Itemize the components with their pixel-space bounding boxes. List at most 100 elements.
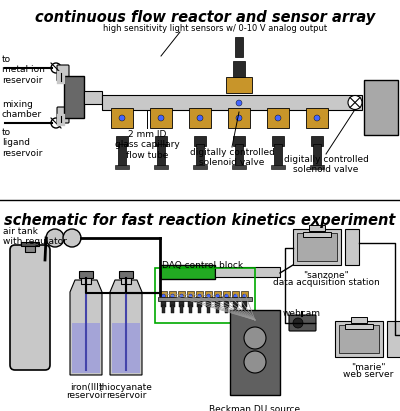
Polygon shape bbox=[70, 280, 102, 375]
Bar bbox=[21, 242, 39, 246]
Circle shape bbox=[236, 100, 242, 106]
Bar bbox=[188, 301, 193, 307]
Bar bbox=[169, 291, 176, 300]
FancyBboxPatch shape bbox=[289, 315, 316, 331]
FancyBboxPatch shape bbox=[57, 65, 69, 81]
FancyBboxPatch shape bbox=[10, 245, 50, 370]
Text: digitally controlled
solenoid valve: digitally controlled solenoid valve bbox=[284, 155, 368, 174]
Bar bbox=[233, 136, 245, 146]
Polygon shape bbox=[112, 323, 140, 373]
Bar bbox=[189, 108, 211, 128]
Circle shape bbox=[293, 318, 303, 328]
Circle shape bbox=[119, 115, 125, 121]
Bar bbox=[235, 37, 243, 57]
Circle shape bbox=[158, 115, 164, 121]
Bar bbox=[155, 136, 167, 146]
Bar bbox=[297, 233, 337, 261]
Bar bbox=[81, 274, 91, 284]
Bar bbox=[345, 324, 373, 329]
Bar bbox=[79, 271, 93, 278]
Bar bbox=[196, 144, 204, 166]
Bar bbox=[234, 305, 237, 313]
Bar bbox=[271, 165, 285, 169]
Polygon shape bbox=[72, 323, 100, 373]
Bar bbox=[243, 305, 246, 313]
Circle shape bbox=[234, 294, 238, 298]
Bar bbox=[339, 325, 379, 353]
Bar bbox=[178, 291, 185, 300]
Bar bbox=[150, 108, 172, 128]
Bar bbox=[207, 305, 210, 313]
Circle shape bbox=[170, 294, 174, 298]
Bar bbox=[193, 165, 207, 169]
Text: mixing
chamber: mixing chamber bbox=[2, 100, 42, 120]
Bar bbox=[115, 165, 129, 169]
Bar bbox=[25, 244, 35, 252]
Bar bbox=[235, 144, 243, 166]
Bar bbox=[205, 291, 212, 300]
Text: to
metal ion
reservoir: to metal ion reservoir bbox=[2, 55, 45, 85]
Text: data acquisition station: data acquisition station bbox=[273, 278, 379, 287]
Circle shape bbox=[162, 294, 166, 298]
Circle shape bbox=[206, 294, 210, 298]
Bar bbox=[194, 136, 206, 146]
Bar bbox=[119, 271, 133, 278]
Bar bbox=[116, 136, 128, 146]
Bar bbox=[161, 301, 166, 307]
Bar bbox=[158, 297, 252, 301]
Bar bbox=[241, 291, 248, 300]
Text: webcam: webcam bbox=[283, 309, 321, 318]
Bar bbox=[118, 144, 126, 166]
Text: to
ligand
reservoir: to ligand reservoir bbox=[2, 128, 42, 158]
Bar bbox=[310, 165, 324, 169]
Bar bbox=[232, 291, 239, 300]
Text: thiocyanate: thiocyanate bbox=[99, 383, 153, 392]
Bar bbox=[64, 76, 84, 118]
Text: high sensitivity light sensors w/ 0-10 V analog output: high sensitivity light sensors w/ 0-10 V… bbox=[103, 24, 327, 33]
Text: digitally controlled
solenoid valve: digitally controlled solenoid valve bbox=[190, 148, 274, 167]
Text: reservoir: reservoir bbox=[106, 391, 146, 400]
Bar bbox=[215, 301, 220, 307]
Circle shape bbox=[46, 229, 64, 247]
Bar bbox=[84, 91, 102, 104]
Bar bbox=[230, 310, 280, 395]
Bar bbox=[171, 305, 174, 313]
Bar bbox=[157, 144, 165, 166]
Bar bbox=[351, 317, 367, 323]
Bar bbox=[154, 165, 168, 169]
Bar bbox=[267, 108, 289, 128]
Bar bbox=[311, 136, 323, 146]
Polygon shape bbox=[110, 280, 142, 375]
Bar bbox=[226, 77, 252, 93]
Circle shape bbox=[51, 63, 61, 73]
Bar bbox=[309, 225, 325, 231]
Text: "marie": "marie" bbox=[351, 363, 385, 372]
Circle shape bbox=[244, 351, 266, 373]
Text: air tank
with regulator: air tank with regulator bbox=[3, 227, 67, 247]
Bar bbox=[162, 305, 165, 313]
Text: "sanzone": "sanzone" bbox=[303, 271, 349, 280]
Bar bbox=[232, 165, 246, 169]
Bar bbox=[155, 268, 255, 323]
Bar bbox=[313, 144, 321, 166]
Bar bbox=[196, 291, 203, 300]
Bar bbox=[102, 95, 362, 110]
Bar bbox=[206, 301, 211, 307]
Bar bbox=[387, 321, 400, 357]
Bar bbox=[225, 305, 228, 313]
Text: continuous flow reactor and sensor array: continuous flow reactor and sensor array bbox=[35, 10, 375, 25]
Circle shape bbox=[275, 115, 281, 121]
Circle shape bbox=[188, 294, 192, 298]
Bar bbox=[160, 291, 167, 300]
Text: DAQ control block: DAQ control block bbox=[162, 261, 243, 270]
Bar bbox=[187, 291, 194, 300]
Circle shape bbox=[51, 118, 61, 128]
Bar bbox=[197, 301, 202, 307]
Text: schematic for fast reaction kinetics experiment: schematic for fast reaction kinetics exp… bbox=[4, 213, 396, 228]
Bar bbox=[274, 144, 282, 166]
Bar bbox=[272, 136, 284, 146]
Text: iron(III): iron(III) bbox=[70, 383, 102, 392]
Bar bbox=[111, 108, 133, 128]
Bar bbox=[345, 229, 359, 265]
Bar bbox=[170, 301, 175, 307]
